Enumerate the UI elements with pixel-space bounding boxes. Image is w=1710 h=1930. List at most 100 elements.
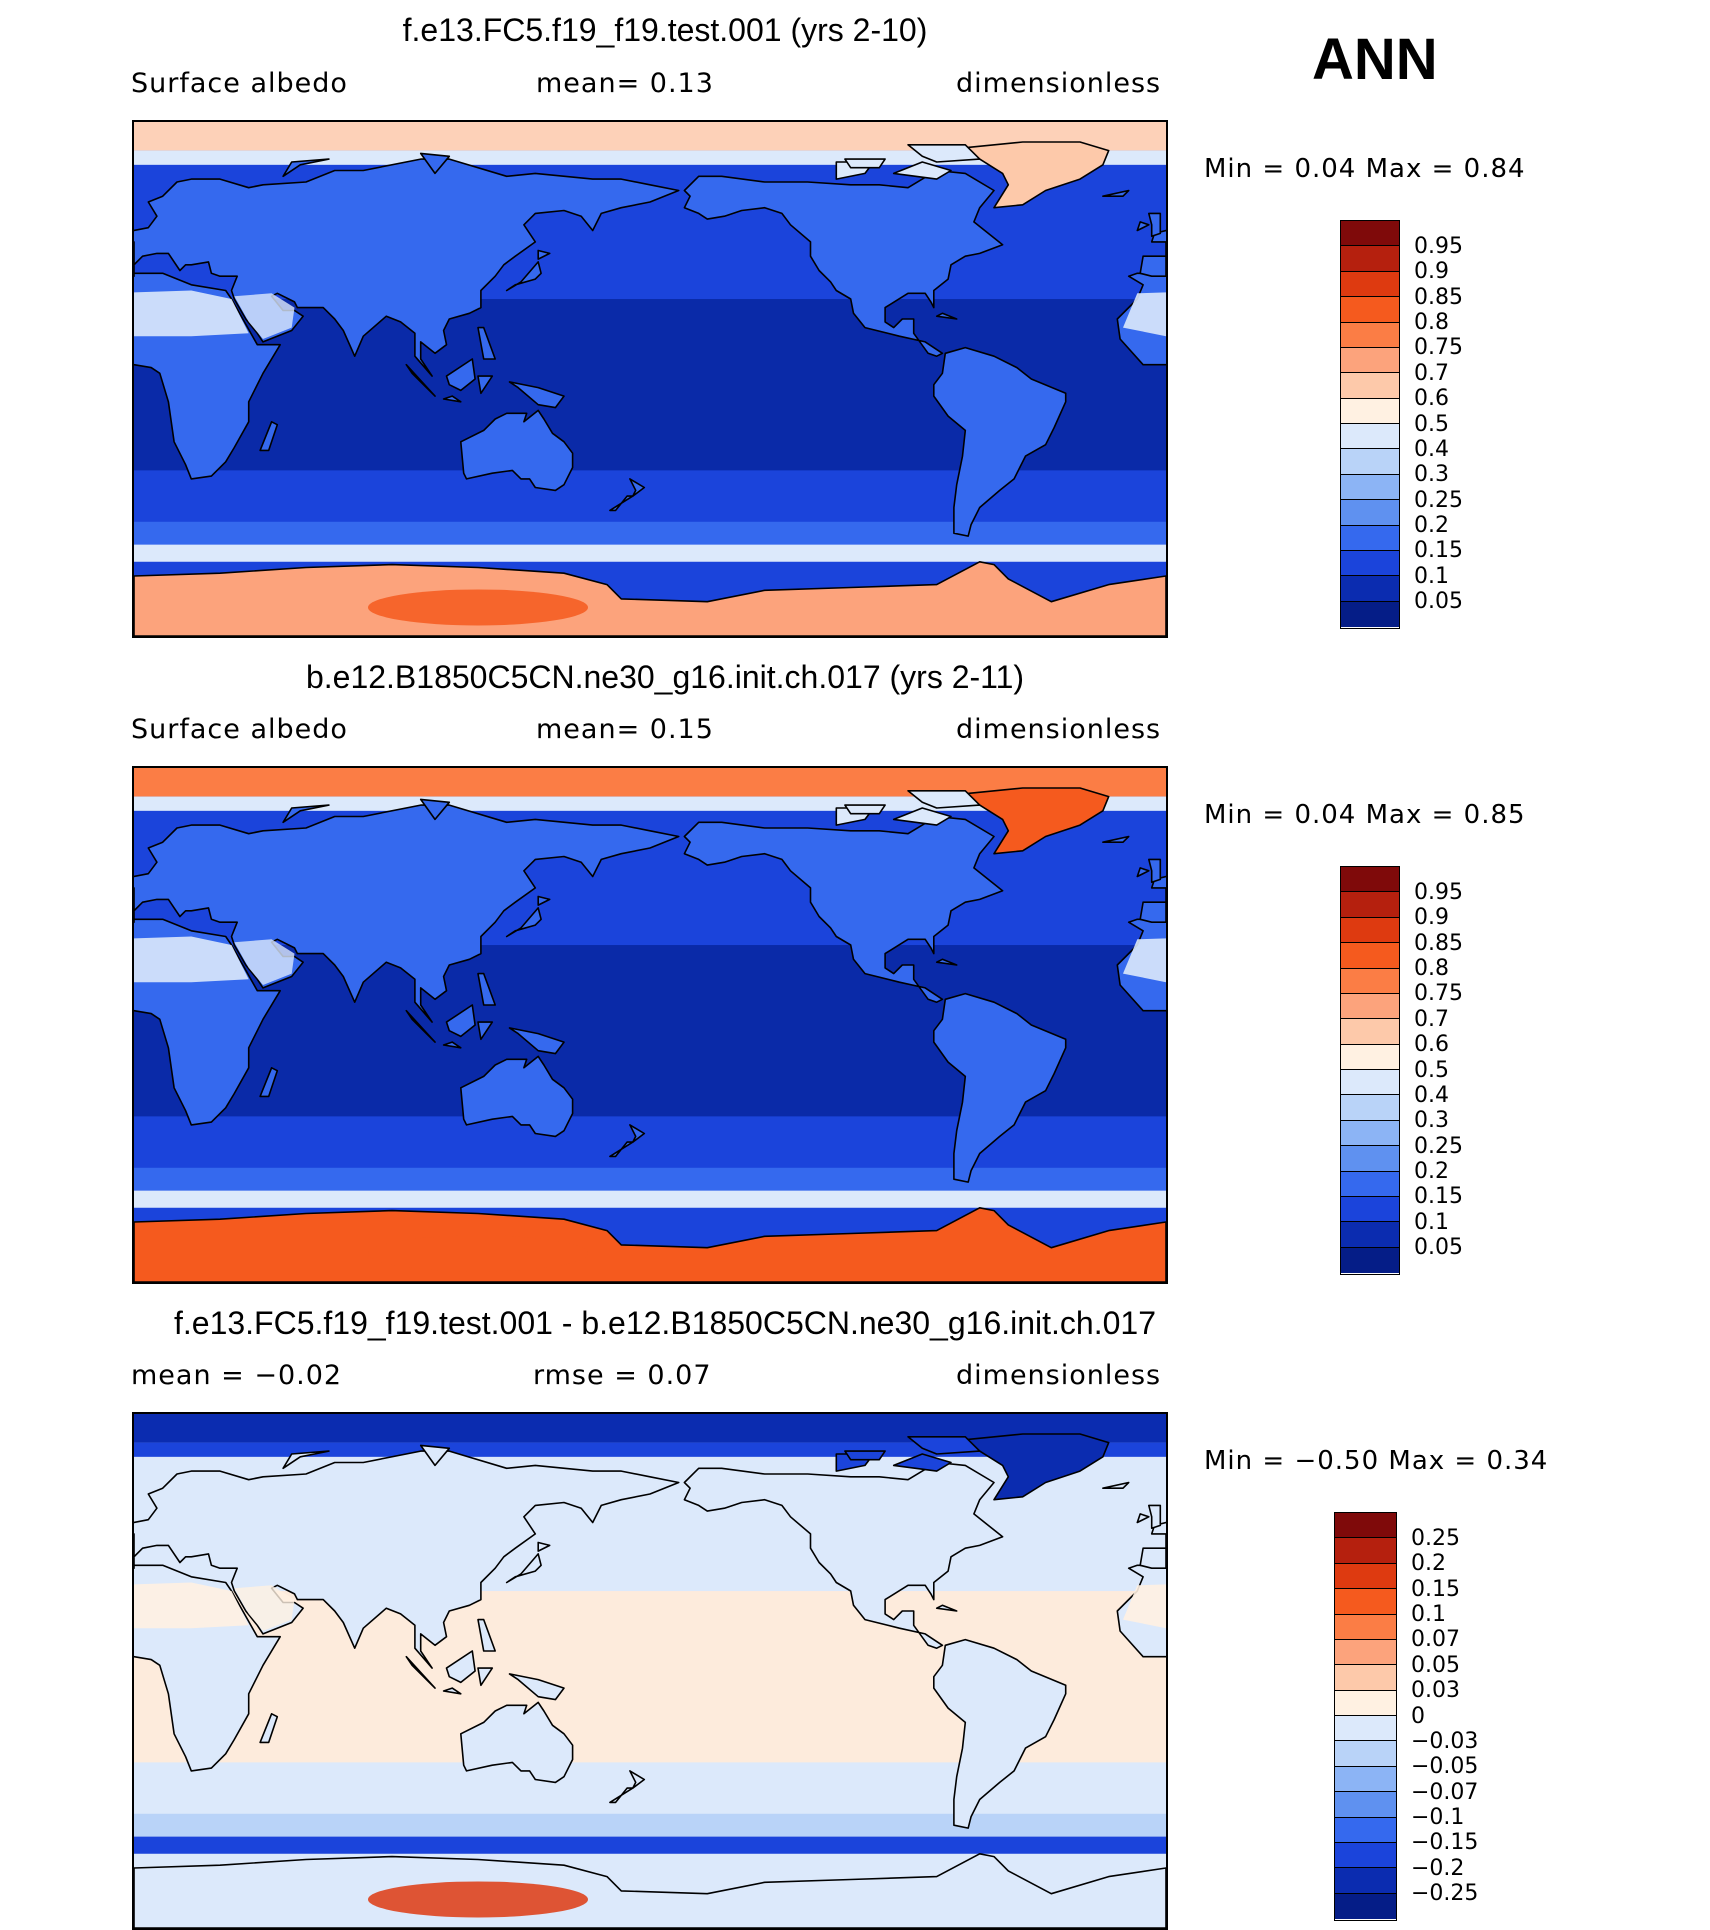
colorbar-swatch	[1341, 943, 1399, 969]
colorbar-swatch	[1335, 1513, 1396, 1539]
colorbar-swatch	[1335, 1741, 1396, 1767]
island	[419, 152, 451, 175]
island-wrap	[1136, 1513, 1150, 1524]
colorbar-tick-label: 0.7	[1414, 1006, 1449, 1032]
colorbar-tick-label: 0.15	[1414, 538, 1463, 564]
island	[282, 158, 330, 178]
island	[282, 804, 330, 824]
island	[537, 1541, 551, 1552]
island	[537, 249, 551, 260]
colorbar-swatch	[1341, 525, 1399, 551]
colorbar-tick-label: 0.4	[1414, 436, 1449, 462]
panel1-colorbar	[1340, 220, 1400, 629]
canadian-arctic-island	[892, 161, 952, 180]
island	[445, 1650, 476, 1684]
island	[609, 495, 634, 512]
island	[259, 1712, 279, 1744]
colorbar-tick-label: 0.75	[1414, 335, 1463, 361]
island	[537, 895, 551, 906]
island	[442, 1687, 462, 1695]
greenland	[955, 141, 1110, 209]
colorbar-tick-label: −0.05	[1411, 1754, 1479, 1780]
colorbar-swatch	[1341, 917, 1399, 944]
colorbar-tick-label: 0.9	[1414, 259, 1449, 285]
colorbar-tick-label: 0.6	[1414, 1032, 1449, 1058]
sahara-region-wrap	[1123, 292, 1166, 337]
canadian-arctic-island	[907, 789, 981, 809]
canadian-arctic-island	[844, 1450, 886, 1461]
island	[508, 1673, 565, 1701]
colorbar-swatch	[1341, 1171, 1399, 1197]
island	[477, 1667, 494, 1687]
sahara-region	[134, 1582, 249, 1629]
panel3-units-label: dimensionless	[956, 1360, 1162, 1391]
panel3-title: f.e13.FC5.f19_f19.test.001 - b.e12.B1850…	[173, 1305, 1156, 1341]
colorbar-swatch	[1335, 1792, 1396, 1818]
island	[508, 1027, 565, 1055]
colorbar-tick-label: 0.2	[1414, 1159, 1449, 1184]
colorbar-tick-label: 0.9	[1414, 905, 1449, 931]
island-wrap	[1147, 212, 1162, 237]
canadian-arctic-island	[907, 143, 981, 163]
island	[419, 1444, 451, 1467]
colorbar-tick-label: −0.2	[1411, 1855, 1465, 1881]
panel1-title: f.e13.FC5.f19_f19.test.001 (yrs 2-10)	[402, 12, 928, 48]
colorbar-tick-label: 0.25	[1414, 487, 1463, 513]
island	[609, 1787, 634, 1804]
greenland	[955, 1433, 1110, 1501]
continent-samerica	[932, 1638, 1067, 1829]
arctic-sea-ice	[134, 1442, 1166, 1457]
colorbar-swatch	[1341, 1070, 1399, 1096]
continent-eurasia-wrap	[1139, 875, 1166, 923]
panel2-units-label: dimensionless	[956, 714, 1162, 745]
arabia-region	[234, 293, 295, 339]
island-wrap	[1136, 221, 1150, 232]
continent-australia	[459, 409, 574, 492]
colorbar-swatch	[1341, 1019, 1399, 1045]
colorbar-swatch	[1335, 1893, 1396, 1919]
continent-australia	[459, 1055, 574, 1138]
panel2-mean-label: mean= 0.15	[536, 714, 714, 745]
colorbar-tick-label: 0.05	[1414, 589, 1463, 615]
island	[505, 1553, 542, 1584]
colorbar-swatch	[1341, 1247, 1399, 1273]
colorbar-swatch	[1341, 398, 1399, 424]
colorbar-tick-label: −0.25	[1411, 1881, 1479, 1907]
island	[477, 326, 497, 360]
colorbar-tick-label: 0.95	[1414, 233, 1463, 259]
colorbar-swatch	[1335, 1614, 1396, 1640]
island	[442, 1041, 462, 1049]
continent-samerica	[932, 992, 1067, 1183]
island	[629, 1770, 646, 1789]
colorbar-tick-label: 0.25	[1414, 1133, 1463, 1159]
panel1-units-label: dimensionless	[956, 68, 1162, 99]
island	[477, 1618, 497, 1652]
colorbar-tick-label: 0.15	[1411, 1576, 1460, 1602]
colorbar-swatch	[1335, 1665, 1396, 1691]
panel2-colorbar	[1340, 866, 1400, 1275]
colorbar-swatch	[1335, 1563, 1396, 1590]
island	[629, 478, 646, 497]
island	[629, 1124, 646, 1143]
island	[477, 1021, 494, 1041]
southern-ocean-band	[134, 521, 1166, 545]
colorbar-swatch	[1341, 297, 1399, 323]
island	[259, 1066, 279, 1098]
panel3-colorbar	[1334, 1512, 1397, 1921]
arabia-region	[234, 939, 295, 985]
panel3-map	[132, 1412, 1168, 1930]
island	[405, 1655, 436, 1689]
colorbar-tick-label: 0.3	[1414, 1108, 1449, 1134]
colorbar-tick-label: 0.95	[1414, 879, 1463, 905]
colorbar-tick-label: 0.6	[1414, 386, 1449, 412]
panel1-variable-label: Surface albedo	[131, 68, 348, 99]
colorbar-tick-label: 0.8	[1414, 310, 1449, 335]
colorbar-swatch	[1341, 892, 1399, 918]
colorbar-tick-label: 0.03	[1411, 1678, 1460, 1704]
island	[477, 972, 497, 1006]
panel1-minmax: Min = 0.04 Max = 0.84	[1204, 154, 1526, 184]
colorbar-swatch	[1341, 246, 1399, 272]
island-wrap	[1102, 1481, 1130, 1489]
colorbar-tick-label: 0.4	[1414, 1082, 1449, 1108]
colorbar-tick-label: 0.1	[1411, 1602, 1446, 1627]
